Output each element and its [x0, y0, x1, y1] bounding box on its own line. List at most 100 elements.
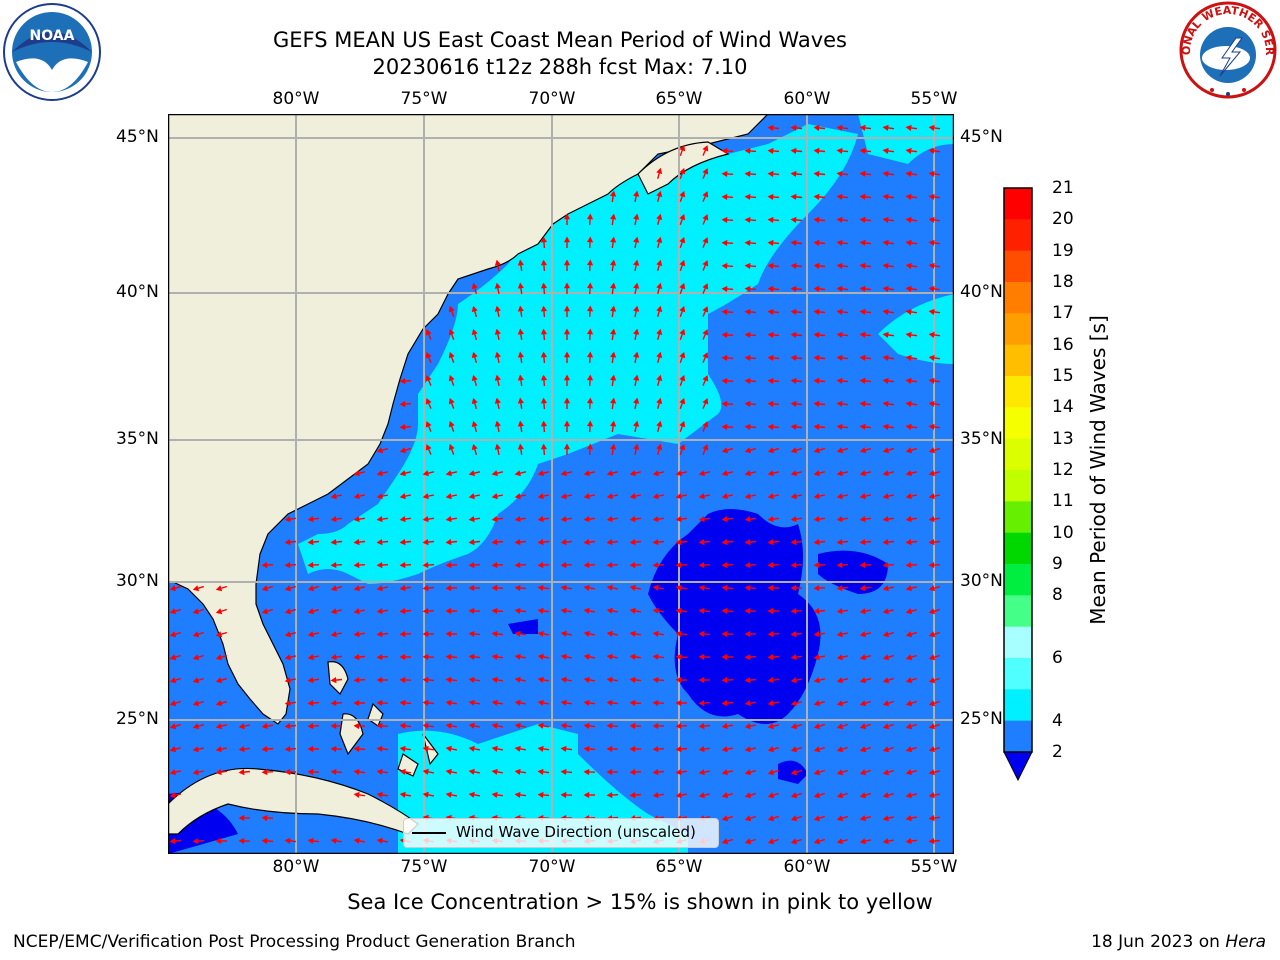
- wave-arrow-head: [767, 285, 774, 293]
- wave-arrow-head: [905, 331, 912, 338]
- wave-arrow-head: [652, 768, 659, 776]
- wave-arrow-head: [399, 630, 406, 638]
- wave-arrow-head: [790, 630, 797, 638]
- wave-arrow-head: [517, 305, 524, 312]
- wave-arrow-head: [698, 676, 705, 684]
- wave-arrow-head: [376, 493, 383, 500]
- wave-arrow-head: [606, 470, 613, 477]
- colorbar-tick-label: 16: [1052, 334, 1074, 355]
- wave-arrow-head: [376, 538, 383, 546]
- wave-arrow-head: [169, 654, 177, 661]
- wave-arrow-head: [698, 630, 705, 638]
- wave-arrow-head: [445, 653, 452, 661]
- wave-arrow-head: [514, 561, 521, 569]
- colorbar-tick-label: 6: [1052, 648, 1063, 668]
- wave-arrow-head: [698, 607, 705, 614]
- wave-arrow-head: [790, 400, 797, 408]
- wave-arrow-head: [399, 745, 406, 752]
- wave-arrow-head: [836, 723, 844, 730]
- wave-arrow-head: [652, 561, 659, 569]
- wave-arrow-head: [560, 607, 567, 614]
- wave-arrow-head: [656, 328, 663, 336]
- wave-arrow-head: [399, 516, 406, 523]
- wave-arrow-head: [517, 282, 524, 289]
- wave-arrow-head: [284, 745, 291, 753]
- wave-arrow-head: [376, 791, 383, 798]
- wave-arrow-head: [702, 398, 709, 405]
- wave-arrow-head: [445, 493, 452, 500]
- wave-arrow-head: [448, 374, 455, 382]
- wave-arrow-head: [702, 283, 709, 290]
- wave-arrow-head: [928, 561, 935, 569]
- wave-arrow-head: [790, 216, 797, 224]
- wave-arrow-head: [560, 768, 567, 776]
- wave-arrow-head: [859, 700, 867, 707]
- wave-arrow-head: [238, 768, 245, 776]
- wave-arrow-head: [537, 584, 544, 591]
- noaa-logo: NOAA: [3, 3, 101, 101]
- wave-arrow-head: [560, 653, 567, 660]
- wave-arrow-head: [540, 397, 548, 404]
- wave-arrow-head: [790, 516, 797, 523]
- wave-arrow-head: [721, 792, 729, 799]
- wave-arrow-head: [399, 538, 406, 546]
- wave-arrow-head: [882, 838, 889, 845]
- wave-arrow-head: [882, 723, 890, 730]
- wave-arrow-head: [307, 654, 314, 661]
- wave-arrow-head: [928, 746, 935, 753]
- wave-arrow-head: [836, 838, 843, 845]
- wave-arrow-head: [679, 190, 686, 198]
- wave-arrow-head: [445, 768, 452, 775]
- wave-arrow-head: [767, 239, 774, 247]
- wave-arrow-head: [836, 170, 843, 177]
- wave-arrow-head: [399, 791, 406, 798]
- wave-arrow-head: [882, 331, 889, 338]
- wave-arrow-head: [353, 676, 360, 684]
- wave-arrow-head: [859, 470, 866, 477]
- wave-arrow-head: [702, 191, 709, 198]
- wave-arrow-head: [445, 699, 452, 706]
- wave-arrow-head: [422, 538, 429, 546]
- wave-arrow-head: [790, 124, 797, 132]
- legend-line-swatch: [412, 832, 446, 834]
- wave-arrow-head: [744, 538, 751, 546]
- wave-arrow-head: [353, 516, 360, 523]
- wave-arrow-head: [744, 561, 751, 569]
- wave-arrow-head: [468, 493, 475, 500]
- wave-arrow-head: [882, 400, 889, 407]
- wave-arrow-head: [744, 607, 751, 615]
- wave-arrow-head: [192, 769, 199, 776]
- wave-arrow-head: [468, 516, 475, 523]
- wave-arrow-head: [767, 170, 774, 178]
- wave-arrow-head: [330, 516, 337, 523]
- wave-arrow-head: [836, 377, 843, 384]
- wave-arrow-head: [284, 585, 292, 592]
- wave-arrow-head: [859, 447, 867, 454]
- wave-arrow-head: [836, 447, 844, 454]
- wave-arrow-head: [928, 331, 935, 338]
- wave-arrow-head: [790, 308, 797, 316]
- wave-arrow-head: [882, 677, 890, 684]
- wave-arrow-head: [836, 331, 843, 338]
- wave-arrow-head: [767, 377, 774, 385]
- wave-arrow-head: [284, 837, 291, 844]
- wave-arrow-head: [468, 653, 475, 660]
- lat-label-left: 45°N: [116, 127, 159, 147]
- wave-arrow-head: [537, 653, 544, 660]
- wave-arrow-head: [169, 608, 177, 615]
- wave-arrow-head: [445, 584, 452, 592]
- lon-label-bottom: 65°W: [655, 857, 703, 877]
- wave-arrow-head: [192, 585, 200, 592]
- wave-arrow-head: [790, 262, 797, 270]
- wave-arrow-head: [606, 584, 613, 591]
- wave-arrow-head: [330, 608, 337, 615]
- wave-arrow-head: [629, 676, 636, 683]
- wave-arrow-head: [836, 423, 843, 430]
- wave-arrow-head: [744, 331, 751, 339]
- wave-arrow-head: [514, 699, 521, 706]
- wave-arrow-head: [563, 282, 571, 289]
- wave-arrow-head: [353, 745, 360, 753]
- wave-arrow-head: [445, 630, 452, 638]
- wave-arrow-head: [633, 282, 640, 289]
- wave-arrow-head: [928, 124, 935, 131]
